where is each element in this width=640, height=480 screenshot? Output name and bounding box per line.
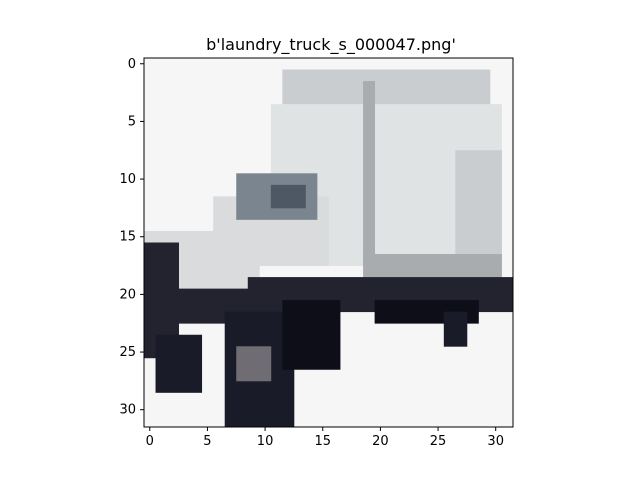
truck-box-bottom: [363, 254, 502, 278]
truck-image: [144, 58, 514, 428]
y-tick-label: 10: [119, 172, 136, 187]
y-tick-label: 15: [119, 230, 136, 245]
x-tick-label: 5: [203, 434, 211, 449]
x-tick-label: 20: [372, 434, 389, 449]
wheel-arch: [282, 300, 341, 370]
axes-frame: [143, 57, 514, 428]
x-axis: 0 5 10 15 20 25 30: [146, 427, 504, 449]
truck-box-top: [282, 69, 491, 105]
y-tick-label: 5: [128, 114, 136, 129]
x-tick-label: 0: [146, 434, 154, 449]
front-wheel: [155, 334, 203, 393]
x-tick-label: 30: [487, 434, 504, 449]
y-tick-label: 25: [119, 345, 136, 360]
y-axis: 0 5 10 15 20 25 30: [119, 57, 144, 418]
middle-wheel-rim: [236, 346, 272, 382]
x-tick-label: 10: [257, 434, 274, 449]
y-tick-label: 30: [119, 403, 136, 418]
truck-box-seam: [363, 81, 376, 266]
x-tick-label: 15: [314, 434, 331, 449]
plot-title: b'laundry_truck_s_000047.png': [206, 35, 456, 55]
y-tick-label: 20: [119, 287, 136, 302]
truck-window-dark: [270, 184, 306, 209]
rear-wheel: [443, 311, 468, 347]
x-tick-label: 25: [430, 434, 447, 449]
y-tick-label: 0: [128, 57, 136, 72]
